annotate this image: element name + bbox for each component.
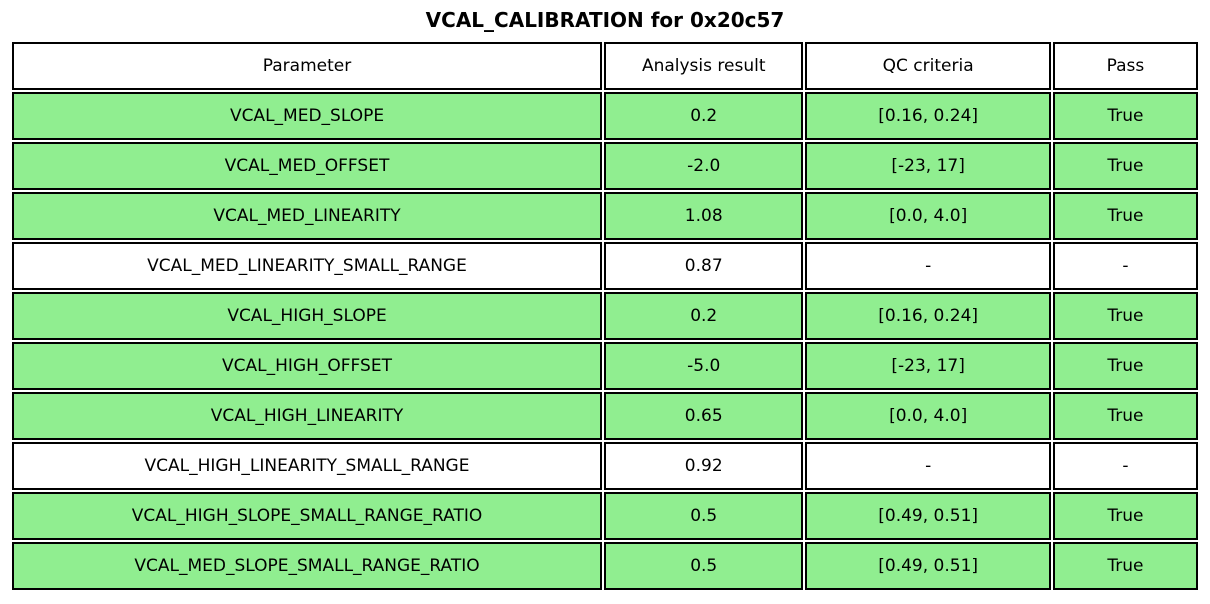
cell-pass: - bbox=[1052, 442, 1198, 490]
cell-qc-criteria: [-23, 17] bbox=[805, 342, 1051, 390]
table-row: VCAL_HIGH_SLOPE 0.2 [0.16, 0.24] True bbox=[12, 292, 1198, 340]
cell-qc-criteria: [0.49, 0.51] bbox=[805, 492, 1051, 540]
cell-analysis-result: 1.08 bbox=[604, 192, 804, 240]
cell-analysis-result: -5.0 bbox=[604, 342, 804, 390]
cell-parameter: VCAL_MED_OFFSET bbox=[12, 142, 603, 190]
table-row: VCAL_HIGH_LINEARITY_SMALL_RANGE 0.92 - - bbox=[12, 442, 1198, 490]
cell-pass: True bbox=[1052, 292, 1198, 340]
table-row: VCAL_HIGH_SLOPE_SMALL_RANGE_RATIO 0.5 [0… bbox=[12, 492, 1198, 540]
cell-qc-criteria: [-23, 17] bbox=[805, 142, 1051, 190]
cell-pass: - bbox=[1052, 242, 1198, 290]
cell-pass: True bbox=[1052, 542, 1198, 590]
table-row: VCAL_MED_SLOPE_SMALL_RANGE_RATIO 0.5 [0.… bbox=[12, 542, 1198, 590]
cell-parameter: VCAL_HIGH_SLOPE bbox=[12, 292, 603, 340]
cell-parameter: VCAL_HIGH_LINEARITY bbox=[12, 392, 603, 440]
cell-parameter: VCAL_MED_SLOPE bbox=[12, 92, 603, 140]
cell-analysis-result: 0.5 bbox=[604, 542, 804, 590]
table-row: VCAL_MED_SLOPE 0.2 [0.16, 0.24] True bbox=[12, 92, 1198, 140]
table-row: VCAL_MED_LINEARITY 1.08 [0.0, 4.0] True bbox=[12, 192, 1198, 240]
cell-pass: True bbox=[1052, 492, 1198, 540]
table-row: VCAL_MED_OFFSET -2.0 [-23, 17] True bbox=[12, 142, 1198, 190]
table-body: VCAL_MED_SLOPE 0.2 [0.16, 0.24] True VCA… bbox=[12, 92, 1198, 590]
figure-title: VCAL_CALIBRATION for 0x20c57 bbox=[425, 8, 785, 32]
cell-parameter: VCAL_MED_SLOPE_SMALL_RANGE_RATIO bbox=[12, 542, 603, 590]
cell-pass: True bbox=[1052, 342, 1198, 390]
cell-parameter: VCAL_HIGH_SLOPE_SMALL_RANGE_RATIO bbox=[12, 492, 603, 540]
cell-qc-criteria: - bbox=[805, 442, 1051, 490]
cell-qc-criteria: - bbox=[805, 242, 1051, 290]
cell-qc-criteria: [0.16, 0.24] bbox=[805, 292, 1051, 340]
cell-pass: True bbox=[1052, 92, 1198, 140]
cell-qc-criteria: [0.0, 4.0] bbox=[805, 192, 1051, 240]
table-row: VCAL_MED_LINEARITY_SMALL_RANGE 0.87 - - bbox=[12, 242, 1198, 290]
table-header: Parameter Analysis result QC criteria Pa… bbox=[12, 42, 1198, 90]
qc-results-table: Parameter Analysis result QC criteria Pa… bbox=[10, 40, 1200, 592]
cell-qc-criteria: [0.16, 0.24] bbox=[805, 92, 1051, 140]
cell-analysis-result: 0.2 bbox=[604, 92, 804, 140]
cell-pass: True bbox=[1052, 192, 1198, 240]
cell-analysis-result: -2.0 bbox=[604, 142, 804, 190]
cell-analysis-result: 0.5 bbox=[604, 492, 804, 540]
cell-pass: True bbox=[1052, 142, 1198, 190]
column-header-qc-criteria: QC criteria bbox=[805, 42, 1051, 90]
header-row: Parameter Analysis result QC criteria Pa… bbox=[12, 42, 1198, 90]
cell-qc-criteria: [0.0, 4.0] bbox=[805, 392, 1051, 440]
table-row: VCAL_HIGH_OFFSET -5.0 [-23, 17] True bbox=[12, 342, 1198, 390]
cell-parameter: VCAL_HIGH_OFFSET bbox=[12, 342, 603, 390]
table-row: VCAL_HIGH_LINEARITY 0.65 [0.0, 4.0] True bbox=[12, 392, 1198, 440]
cell-analysis-result: 0.87 bbox=[604, 242, 804, 290]
cell-analysis-result: 0.2 bbox=[604, 292, 804, 340]
cell-pass: True bbox=[1052, 392, 1198, 440]
cell-parameter: VCAL_MED_LINEARITY_SMALL_RANGE bbox=[12, 242, 603, 290]
column-header-analysis-result: Analysis result bbox=[604, 42, 804, 90]
column-header-pass: Pass bbox=[1052, 42, 1198, 90]
cell-analysis-result: 0.65 bbox=[604, 392, 804, 440]
cell-qc-criteria: [0.49, 0.51] bbox=[805, 542, 1051, 590]
cell-parameter: VCAL_MED_LINEARITY bbox=[12, 192, 603, 240]
cell-parameter: VCAL_HIGH_LINEARITY_SMALL_RANGE bbox=[12, 442, 603, 490]
cell-analysis-result: 0.92 bbox=[604, 442, 804, 490]
column-header-parameter: Parameter bbox=[12, 42, 603, 90]
